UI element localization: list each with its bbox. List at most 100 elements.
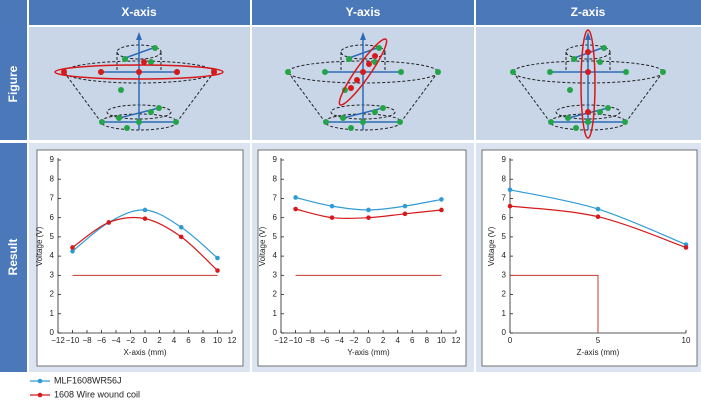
green-point <box>567 87 573 93</box>
data-point <box>293 206 298 212</box>
green-point <box>285 69 291 75</box>
red-point <box>366 61 372 67</box>
data-point <box>215 255 220 261</box>
green-point <box>565 115 571 121</box>
x-tick-label: −6 <box>97 336 107 345</box>
green-point <box>622 119 628 125</box>
y-axis-label: Voltage (V) <box>258 226 267 266</box>
red-point <box>585 109 591 115</box>
chart-panel <box>257 149 467 367</box>
green-point <box>173 119 179 125</box>
green-point <box>156 105 162 111</box>
green-point <box>340 115 346 121</box>
green-point <box>435 69 441 75</box>
green-point <box>348 125 354 131</box>
y-tick-label: 3 <box>50 270 55 279</box>
x-tick-label: 0 <box>366 336 371 345</box>
x-axis-label: X-axis (mm) <box>123 348 166 357</box>
x-tick-label: −12 <box>274 336 288 345</box>
y-tick-label: 6 <box>502 213 507 222</box>
red-point <box>372 53 378 59</box>
green-point <box>122 56 128 62</box>
y-tick-label: 1 <box>50 309 55 318</box>
x-tick-label: −10 <box>289 336 303 345</box>
column-title: Z-axis <box>571 5 606 19</box>
x-tick-label: 2 <box>381 336 386 345</box>
green-point <box>605 105 611 111</box>
axis-line <box>124 47 154 59</box>
data-point <box>106 220 112 225</box>
x-axis-label: Y-axis (mm) <box>347 348 390 357</box>
y-tick-label: 9 <box>273 155 278 164</box>
green-point <box>571 56 577 62</box>
x-tick-label: 10 <box>682 336 691 345</box>
green-point <box>124 125 130 131</box>
green-point <box>372 109 378 115</box>
green-point <box>597 109 603 115</box>
data-point <box>70 245 75 250</box>
data-point <box>366 207 371 213</box>
x-tick-label: 6 <box>186 336 191 345</box>
red-ring <box>54 64 224 80</box>
red-ring <box>338 38 388 106</box>
legend-label: MLF1608WR56J <box>54 375 122 385</box>
limit-line <box>510 274 599 333</box>
center-point <box>585 119 591 125</box>
y-tick-label: 0 <box>273 328 278 337</box>
data-point <box>366 215 371 220</box>
green-point <box>510 69 516 75</box>
row-title: Result <box>6 239 20 276</box>
y-tick-label: 8 <box>502 174 507 183</box>
data-point <box>329 203 335 209</box>
green-point <box>397 119 403 125</box>
red-point <box>585 49 591 55</box>
x-tick-label: 0 <box>143 336 148 345</box>
red-point <box>174 69 180 75</box>
red-point <box>360 69 366 75</box>
x-tick-label: 6 <box>410 336 415 345</box>
x-tick-label: 2 <box>157 336 162 345</box>
y-tick-label: 8 <box>50 174 55 183</box>
center-point <box>136 119 142 125</box>
row-title: Figure <box>6 65 20 102</box>
y-tick-label: 8 <box>273 174 278 183</box>
red-point <box>348 85 354 91</box>
green-point <box>116 115 122 121</box>
red-point <box>136 69 142 75</box>
column-title: Y-axis <box>346 5 381 19</box>
legend-marker <box>37 378 43 384</box>
x-tick-label: 8 <box>201 336 206 345</box>
y-tick-label: 1 <box>502 309 507 318</box>
green-point <box>118 87 124 93</box>
green-point <box>547 69 553 75</box>
y-axis-label: Voltage (V) <box>35 226 44 266</box>
x-tick-label: 0 <box>508 336 513 345</box>
x-tick-label: −4 <box>335 336 345 345</box>
y-tick-label: 9 <box>50 155 55 164</box>
x-tick-label: 5 <box>596 336 601 345</box>
dashed-edge <box>512 71 551 123</box>
row-header-bar <box>0 0 27 372</box>
red-point <box>141 59 147 65</box>
arrow-head <box>585 32 591 40</box>
y-tick-label: 5 <box>50 232 55 241</box>
dashed-edge <box>63 71 102 123</box>
y-tick-label: 4 <box>273 251 278 260</box>
x-tick-label: −2 <box>349 336 359 345</box>
arrow-head <box>136 32 142 40</box>
red-point <box>98 69 104 75</box>
chart-panel <box>481 149 698 367</box>
green-point <box>148 59 154 65</box>
green-point <box>152 45 158 51</box>
data-point <box>595 206 601 212</box>
data-point <box>142 216 148 221</box>
data-point <box>215 268 220 273</box>
y-tick-label: 7 <box>502 194 507 203</box>
data-point <box>507 187 513 193</box>
y-tick-label: 9 <box>502 155 507 164</box>
green-point <box>597 59 603 65</box>
dashed-edge <box>176 71 215 123</box>
x-tick-label: −8 <box>306 336 316 345</box>
y-tick-label: 0 <box>50 328 55 337</box>
